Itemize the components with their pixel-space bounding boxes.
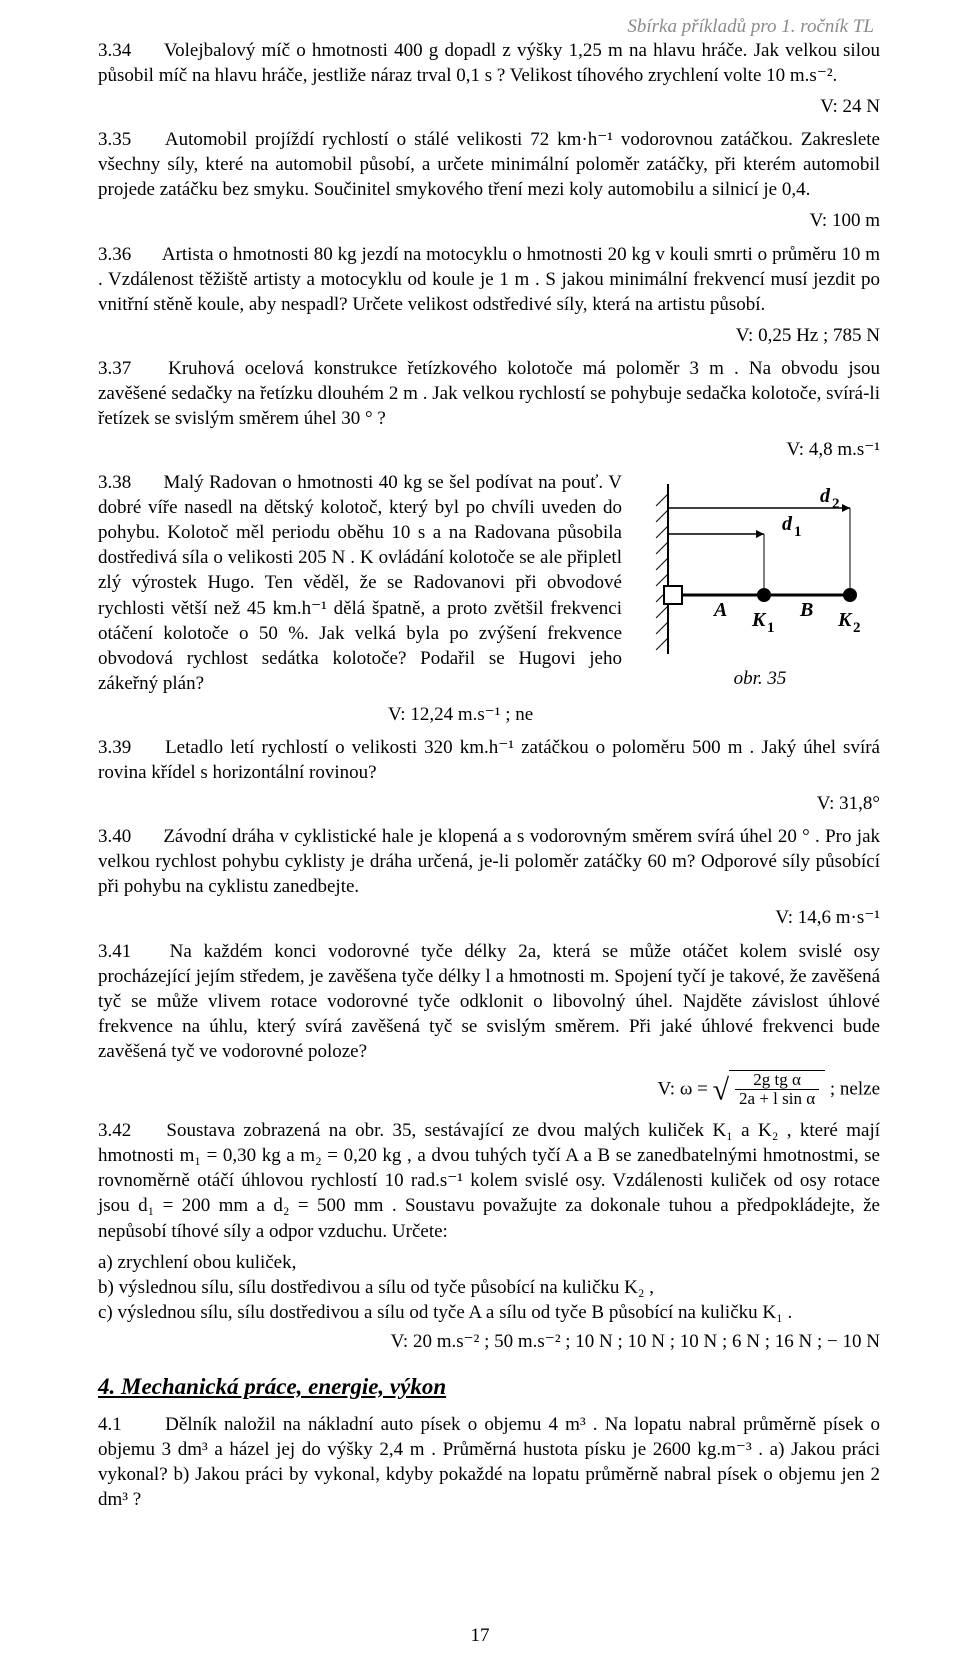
problem-number: 3.41 [98, 939, 158, 964]
problem-text: Volejbalový míč o hmotnosti 400 g dopadl… [98, 40, 880, 86]
svg-text:2: 2 [832, 496, 840, 512]
problem-text: Soustava zobrazená na obr. 35, sestávají… [98, 1120, 880, 1241]
problem-3-42: 3.42 Soustava zobrazená na obr. 35, sest… [98, 1118, 880, 1243]
figure-35: d 1 d 2 A B K 1 K 2 obr. 35 [640, 474, 880, 691]
problem-3-36: 3.36 Artista o hmotnosti 80 kg jezdí na … [98, 242, 880, 317]
svg-text:1: 1 [794, 524, 802, 540]
svg-text:K: K [751, 609, 767, 631]
problem-number: 3.35 [98, 127, 158, 152]
problem-3-40: 3.40 Závodní dráha v cyklistické hale je… [98, 824, 880, 899]
problem-3-37: 3.37 Kruhová ocelová konstrukce řetízkov… [98, 356, 880, 431]
svg-text:B: B [799, 599, 813, 621]
answer-3-37: V: 4,8 m.s⁻¹ [98, 437, 880, 462]
problem-number: 3.42 [98, 1118, 158, 1143]
figure-35-svg: d 1 d 2 A B K 1 K 2 [640, 474, 870, 664]
page: Sbírka příkladů pro 1. ročník TL 3.34 Vo… [0, 0, 960, 1666]
svg-text:d: d [782, 513, 793, 535]
problem-4-1: 4.1 Dělník naložil na nákladní auto píse… [98, 1412, 880, 1512]
problem-text: Automobil projíždí rychlostí o stálé vel… [98, 129, 880, 200]
problem-3-39: 3.39 Letadlo letí rychlostí o velikosti … [98, 735, 880, 785]
section-4-title: 4. Mechanická práce, energie, výkon [98, 1372, 880, 1402]
problem-3-41: 3.41 Na každém konci vodorovné tyče délk… [98, 939, 880, 1064]
svg-text:K: K [837, 609, 853, 631]
problem-3-34: 3.34 Volejbalový míč o hmotnosti 400 g d… [98, 38, 880, 88]
answer-3-42: V: 20 m.s⁻² ; 50 m.s⁻² ; 10 N ; 10 N ; 1… [98, 1329, 880, 1354]
problem-text: Malý Radovan o hmotnosti 40 kg se šel po… [98, 472, 622, 694]
svg-text:2: 2 [853, 620, 861, 636]
svg-text:A: A [712, 599, 727, 621]
answer-suffix: ; nelze [830, 1078, 880, 1099]
answer-3-41: V: ω = √ 2g tg α 2a + l sin α ; nelze [98, 1070, 880, 1110]
figure-35-caption: obr. 35 [640, 666, 880, 691]
answer-3-35: V: 100 m [98, 208, 880, 233]
page-header: Sbírka příkladů pro 1. ročník TL [627, 14, 874, 39]
answer-prefix: V: ω = [658, 1078, 708, 1099]
problem-text: Závodní dráha v cyklistické hale je klop… [98, 826, 880, 897]
page-number: 17 [0, 1623, 960, 1648]
svg-text:1: 1 [767, 620, 775, 636]
answer-3-38: V: 12,24 m.s⁻¹ ; ne [98, 702, 880, 727]
problem-number: 4.1 [98, 1412, 158, 1437]
fraction-numerator: 2g tg α [735, 1071, 819, 1090]
problem-text: Kruhová ocelová konstrukce řetízkového k… [98, 358, 880, 429]
problem-text: Na každém konci vodorovné tyče délky 2a,… [98, 941, 880, 1062]
problem-number: 3.39 [98, 735, 158, 760]
answer-3-34: V: 24 N [98, 94, 880, 119]
sqrt-symbol: √ 2g tg α 2a + l sin α [713, 1070, 826, 1110]
problem-number: 3.34 [98, 38, 158, 63]
fraction-denominator: 2a + l sin α [735, 1090, 819, 1108]
problem-text: Artista o hmotnosti 80 kg jezdí na motoc… [98, 244, 880, 315]
svg-text:d: d [820, 485, 831, 507]
answer-3-36: V: 0,25 Hz ; 785 N [98, 323, 880, 348]
answer-3-39: V: 31,8° [98, 791, 880, 816]
problem-number: 3.36 [98, 242, 158, 267]
problem-3-42-c: c) výslednou sílu, sílu dostředivou a sí… [98, 1300, 880, 1325]
answer-3-40: V: 14,6 m·s⁻¹ [98, 905, 880, 930]
problem-number: 3.38 [98, 470, 158, 495]
problem-number: 3.37 [98, 356, 158, 381]
problem-text: Letadlo letí rychlostí o velikosti 320 k… [98, 737, 880, 783]
problem-3-42-a: a) zrychlení obou kuliček, [98, 1250, 880, 1275]
fraction: 2g tg α 2a + l sin α [735, 1071, 819, 1108]
problem-number: 3.40 [98, 824, 158, 849]
problem-3-35: 3.35 Automobil projíždí rychlostí o stál… [98, 127, 880, 202]
problem-text: Dělník naložil na nákladní auto písek o … [98, 1414, 880, 1510]
problem-3-42-b: b) výslednou sílu, sílu dostředivou a sí… [98, 1275, 880, 1300]
